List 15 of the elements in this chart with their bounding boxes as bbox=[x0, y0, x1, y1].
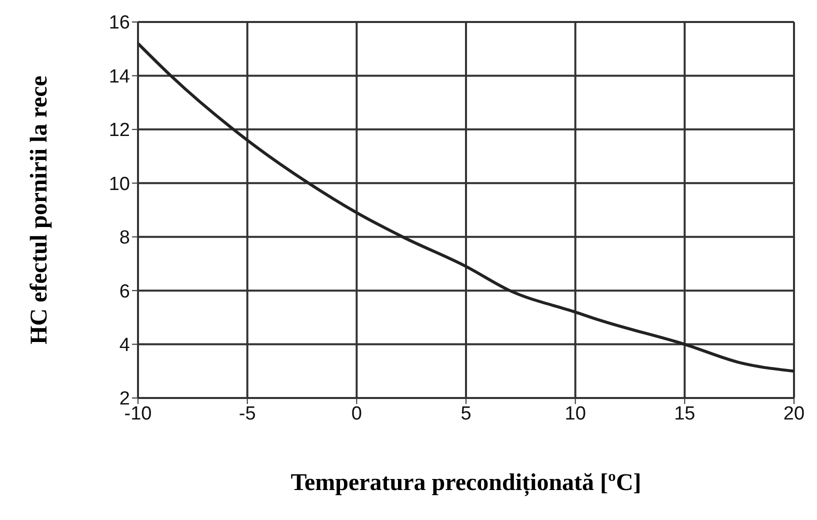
y-tick-label: 16 bbox=[108, 12, 130, 34]
x-tick-label: 0 bbox=[351, 403, 362, 424]
x-tick-label: 15 bbox=[674, 403, 696, 424]
y-tick-label: 14 bbox=[108, 66, 130, 88]
y-tick-label: 8 bbox=[119, 228, 130, 249]
x-tick-label: 20 bbox=[783, 403, 805, 424]
y-tick-label: 12 bbox=[108, 120, 130, 142]
y-tick-label: 10 bbox=[108, 174, 130, 195]
x-tick-label: 10 bbox=[564, 403, 586, 424]
y-axis-title: HC efectul pornirii la rece bbox=[26, 75, 53, 344]
x-axis-title: Temperatura precondiționată [ºC] bbox=[290, 470, 642, 497]
x-tick-label: 5 bbox=[460, 403, 472, 424]
y-tick-label: 4 bbox=[119, 335, 130, 356]
y-tick-label: 6 bbox=[119, 281, 130, 302]
x-tick-label: -5 bbox=[238, 403, 256, 424]
